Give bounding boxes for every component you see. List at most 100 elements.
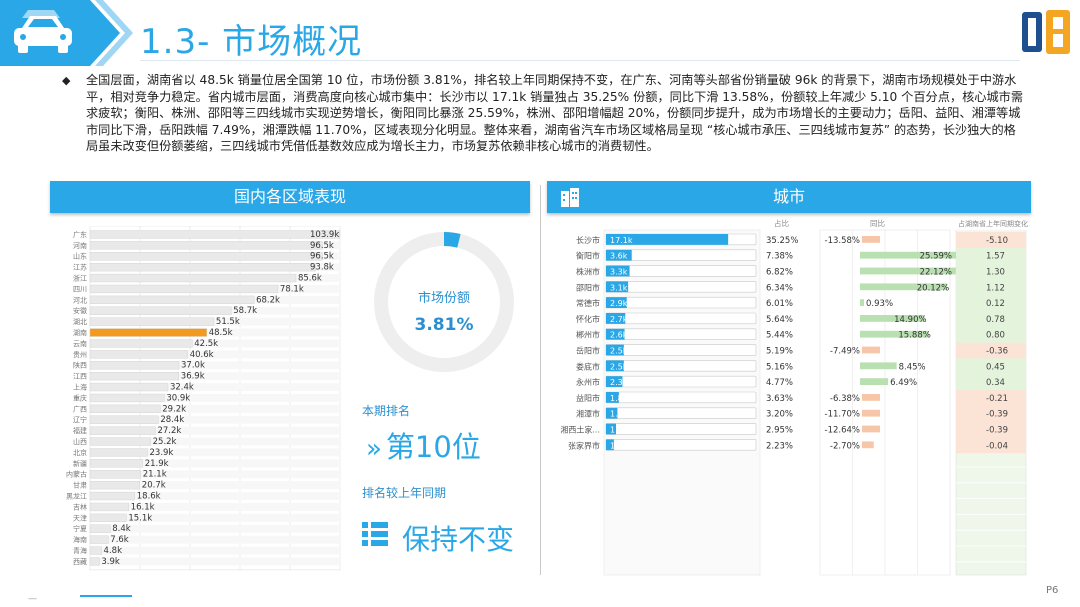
sales-value-label: 2.5k <box>610 362 628 371</box>
region-label: 广西 <box>73 404 87 413</box>
region-bar <box>89 470 141 479</box>
region-label: 辽宁 <box>73 415 87 424</box>
region-label: 内蒙古 <box>66 470 87 479</box>
share-change-value: 1.30 <box>986 268 1005 278</box>
yoy-bar <box>862 394 880 401</box>
bar-track <box>90 426 340 435</box>
sales-bar <box>606 392 619 403</box>
bar-track <box>90 394 340 402</box>
bar-track <box>90 317 340 326</box>
region-value-label: 21.9k <box>145 459 169 469</box>
share-change-value: 0.12 <box>986 299 1005 309</box>
city-label: 怀化市 <box>576 314 600 324</box>
yoy-bar <box>860 251 971 259</box>
region-bar <box>89 557 100 566</box>
yoy-bar <box>860 378 889 385</box>
bar-track <box>90 492 340 500</box>
yoy-value: 25.59% <box>920 252 952 262</box>
share-change-value: -0.39 <box>986 410 1008 420</box>
share-change-value: -0.04 <box>986 441 1008 451</box>
share-change-cell <box>956 311 1026 327</box>
region-label: 宁夏 <box>73 524 87 533</box>
sales-value-label: 2.6k <box>610 331 628 340</box>
share-value: 6.34% <box>766 283 793 293</box>
region-label: 河北 <box>73 296 87 304</box>
yoy-value: 8.45% <box>899 362 926 372</box>
share-change-value: 0.80 <box>986 331 1005 341</box>
city-label: 邵阳市 <box>576 282 600 292</box>
rank-value: 第10位 <box>385 430 481 464</box>
trend-value: 保持不变 <box>402 523 515 556</box>
yoy-bar <box>860 283 948 291</box>
col-header-share-change: 占湖南省上年同期变化 <box>958 219 1028 228</box>
region-value-label: 23.9k <box>150 448 174 458</box>
region-bar <box>89 230 341 239</box>
region-label: 青海 <box>73 546 87 555</box>
share-change-value: 1.57 <box>986 252 1005 262</box>
market-share-ring: 市场份额 3.81% <box>374 232 514 372</box>
share-ring-label: 市场份额 <box>418 290 470 306</box>
sales-value-label: 1.4k <box>610 426 628 435</box>
city-label: 郴州市 <box>576 330 600 340</box>
region-bar <box>89 306 232 315</box>
region-label: 黑龙江 <box>66 492 87 501</box>
page-number: P6 <box>1046 585 1059 596</box>
region-value-label: 68.2k <box>256 295 280 305</box>
city-label: 常德市 <box>576 298 600 308</box>
sales-bar-track <box>605 439 757 451</box>
bar-track <box>90 535 340 544</box>
sales-bar-track <box>605 312 757 325</box>
region-value-label: 3.9k <box>101 557 120 567</box>
region-bar <box>89 328 207 337</box>
share-change-value: 0.34 <box>986 378 1005 388</box>
region-value-label: 96.5k <box>310 252 334 262</box>
region-value-label: 25.2k <box>153 437 177 447</box>
region-label: 江西 <box>73 373 87 381</box>
region-label: 浙江 <box>73 274 87 283</box>
region-label: 天津 <box>73 514 87 522</box>
bar-track <box>90 361 340 370</box>
region-label: 湖北 <box>73 317 87 326</box>
yoy-bar <box>862 425 880 433</box>
sales-bar <box>606 313 626 324</box>
region-label: 广东 <box>73 230 87 239</box>
region-bar <box>89 546 102 555</box>
region-bar <box>89 252 323 261</box>
sales-bar <box>606 297 627 308</box>
bar-track <box>90 513 340 522</box>
city-label: 娄底市 <box>576 361 600 371</box>
yoy-value: 0.93% <box>866 299 893 309</box>
rank-label: 本期排名 <box>362 404 411 418</box>
trend-label: 排名较上年同期 <box>362 486 447 500</box>
city-label: 湘西土家... <box>560 425 600 435</box>
sales-bar-track <box>605 360 757 372</box>
bar-track <box>90 437 340 446</box>
region-label: 北京 <box>73 448 87 457</box>
share-change-cell <box>956 247 1026 264</box>
region-bar <box>89 404 161 413</box>
bar-track <box>90 459 340 468</box>
bar-track <box>90 481 340 490</box>
bar-track <box>90 448 340 457</box>
bar-track <box>90 557 340 566</box>
bar-track <box>90 372 340 381</box>
footer-dot: — <box>28 594 37 604</box>
region-bar <box>89 361 180 370</box>
sales-value-label: 1.8k <box>610 394 628 403</box>
share-value: 5.16% <box>766 362 793 372</box>
city-label: 长沙市 <box>576 235 600 245</box>
yoy-bar <box>860 315 925 322</box>
sales-bar <box>606 439 614 451</box>
share-value: 2.95% <box>766 426 793 436</box>
region-bar <box>89 524 111 533</box>
sales-value-label: 2.5k <box>610 347 628 356</box>
share-change-cell <box>956 421 1026 438</box>
bar-track <box>90 383 340 391</box>
yoy-value: -6.38% <box>830 394 860 404</box>
region-bar <box>89 393 165 403</box>
region-bar <box>89 263 316 272</box>
sales-value-label: 2.3k <box>610 378 628 387</box>
region-value-label: 16.1k <box>131 502 155 512</box>
header-light-chevron <box>95 0 133 66</box>
